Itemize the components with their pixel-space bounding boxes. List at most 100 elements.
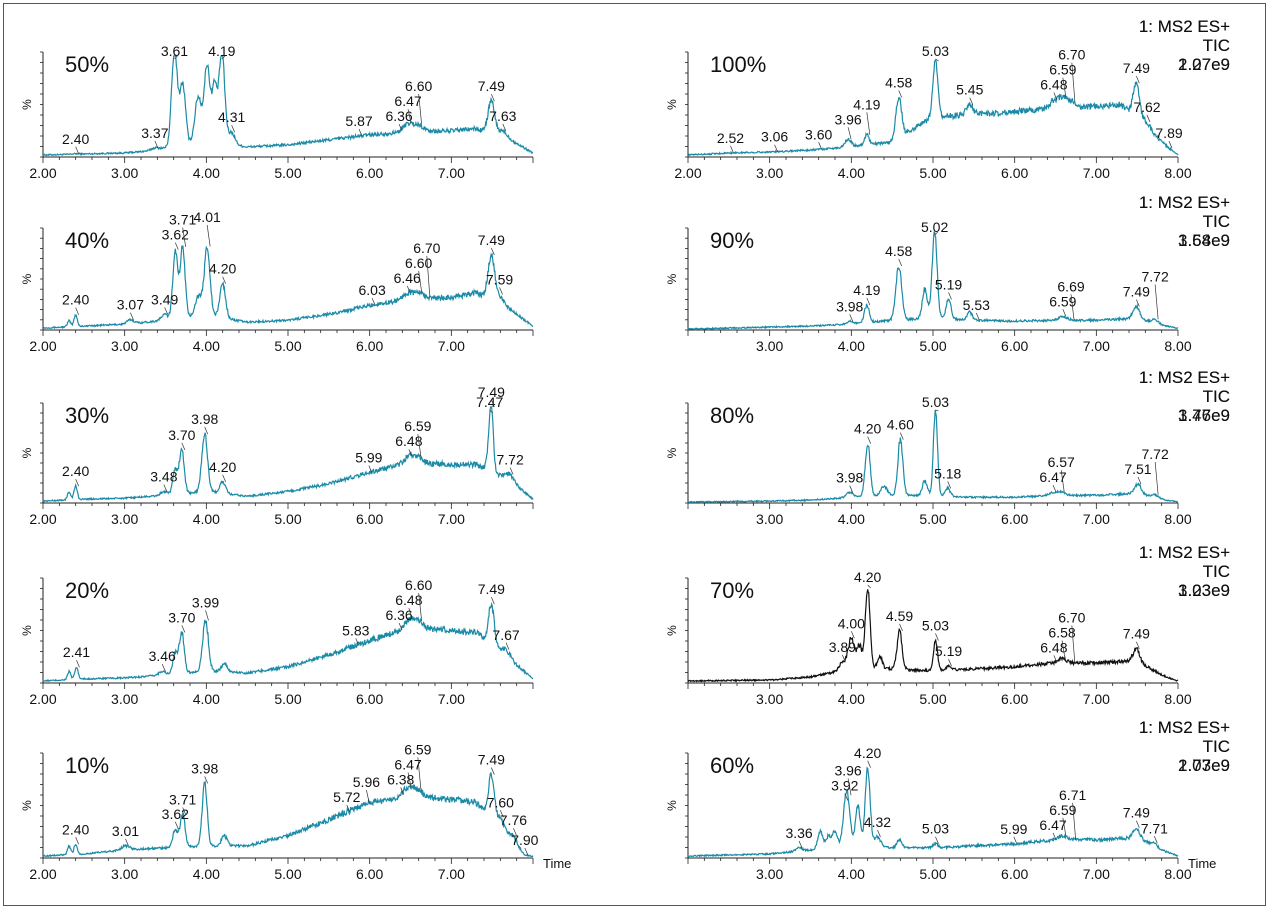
peak-leader xyxy=(491,399,495,408)
peak-label: 4.32 xyxy=(864,814,891,830)
peak-label: 5.03 xyxy=(922,617,949,633)
peak-leader xyxy=(417,434,422,457)
peak-leader xyxy=(426,255,431,297)
peak-leader xyxy=(849,314,854,322)
peak-label: 6.03 xyxy=(358,282,385,298)
peak-leader xyxy=(1052,832,1057,840)
peak-leader xyxy=(75,478,79,487)
header-title: 1: MS2 ES+ xyxy=(1139,543,1230,562)
peak-leader xyxy=(1062,309,1067,317)
peak-leader xyxy=(368,465,373,473)
peak-label: 4.20 xyxy=(209,261,236,277)
peak-leader xyxy=(154,140,159,148)
x-tick-label: 5.00 xyxy=(919,511,946,527)
peak-label: 4.20 xyxy=(854,745,881,761)
x-tick-label: 4.00 xyxy=(193,866,220,882)
header-intensity: 3.03e9 xyxy=(1178,581,1230,600)
x-tick-label: 4.00 xyxy=(838,165,865,181)
peak-leader xyxy=(489,409,493,414)
x-tick-label: 5.00 xyxy=(919,338,946,354)
peak-leader xyxy=(1154,461,1159,495)
x-tick-label: 2.00 xyxy=(674,165,701,181)
peak-label: 3.49 xyxy=(151,291,178,307)
peak-leader xyxy=(163,484,168,492)
peak-leader xyxy=(398,123,403,132)
peak-label: 4.19 xyxy=(853,96,880,112)
peak-label: 3.01 xyxy=(112,823,139,839)
peak-label: 5.03 xyxy=(922,821,949,837)
peak-leader xyxy=(849,485,854,493)
peak-leader xyxy=(1146,114,1151,123)
pct-label: 100% xyxy=(710,52,766,77)
peak-leader xyxy=(1053,92,1058,100)
peak-leader xyxy=(866,112,871,135)
x-tick-label: 5.00 xyxy=(274,866,301,882)
peak-label: 5.03 xyxy=(922,394,949,410)
x-tick-label: 3.00 xyxy=(756,511,783,527)
x-tick-label: 6.00 xyxy=(356,338,383,354)
peak-leader xyxy=(513,828,517,836)
peak-label: 5.03 xyxy=(922,43,949,59)
peak-leader xyxy=(1071,62,1076,101)
header-intensity: 1.07e9 xyxy=(1178,756,1230,775)
header-tic: TIC xyxy=(1203,737,1230,756)
peak-leader xyxy=(851,631,855,639)
peak-label: 3.60 xyxy=(805,126,832,142)
peak-label: 3.96 xyxy=(834,111,861,127)
header-title: 1: MS2 ES+ xyxy=(1139,368,1230,387)
header-tic: TIC xyxy=(1203,562,1230,581)
peak-leader xyxy=(947,481,952,489)
peak-leader xyxy=(1062,817,1067,836)
y-axis-label: % xyxy=(665,273,679,284)
peak-label: 3.61 xyxy=(161,43,188,59)
peak-leader xyxy=(491,247,495,256)
peak-label: 4.59 xyxy=(886,608,913,624)
x-tick-label: 5.00 xyxy=(919,691,946,707)
peak-label: 6.60 xyxy=(405,255,432,271)
peak-label: 5.99 xyxy=(355,450,382,466)
peak-leader xyxy=(75,146,79,154)
pct-label: 30% xyxy=(65,403,109,428)
y-axis-label: % xyxy=(20,447,34,458)
peak-leader xyxy=(174,55,178,60)
tic-trace xyxy=(42,55,534,157)
header-title: 1: MS2 ES+ xyxy=(1139,193,1230,212)
peak-label: 5.87 xyxy=(345,113,372,129)
peak-label: 3.71 xyxy=(169,792,196,808)
header-intensity: 1.23e9 xyxy=(1178,581,1230,600)
x-tick-label: 2.00 xyxy=(29,866,56,882)
header-intensity: 1.54e9 xyxy=(1178,231,1230,250)
peak-leader xyxy=(75,837,79,845)
peak-leader xyxy=(898,90,903,98)
peak-label: 7.47 xyxy=(476,394,503,410)
peak-label: 3.06 xyxy=(761,129,788,145)
x-tick-label: 6.00 xyxy=(1001,338,1028,354)
header-intensity: 1.46e9 xyxy=(1178,406,1230,425)
peak-leader xyxy=(1072,802,1076,840)
peak-leader xyxy=(204,776,209,784)
peak-leader xyxy=(76,660,80,668)
peak-leader xyxy=(366,789,370,804)
header-title: 1: MS2 ES+ xyxy=(1139,17,1230,36)
peak-label: 4.19 xyxy=(208,43,235,59)
x-tick-label: 7.00 xyxy=(1083,338,1110,354)
header-tic: TIC xyxy=(1203,387,1230,406)
header-intensity: 3.68e9 xyxy=(1178,231,1230,250)
peak-leader xyxy=(898,258,903,267)
peak-label: 6.47 xyxy=(1039,469,1066,485)
header-title: 1: MS2 ES+ xyxy=(1139,368,1230,387)
y-axis-label: % xyxy=(665,447,679,458)
header-tic: TIC xyxy=(1203,737,1230,756)
peak-leader xyxy=(407,109,412,124)
x-tick-label: 4.00 xyxy=(193,691,220,707)
pct-label: 50% xyxy=(65,52,109,77)
peak-label: 7.59 xyxy=(486,271,513,287)
peak-label: 2.40 xyxy=(62,292,89,308)
peak-label: 6.47 xyxy=(394,93,421,109)
peak-label: 4.19 xyxy=(853,282,880,298)
peak-label: 3.98 xyxy=(191,760,218,776)
peak-label: 6.47 xyxy=(394,756,421,772)
peak-label: 7.49 xyxy=(478,78,505,94)
